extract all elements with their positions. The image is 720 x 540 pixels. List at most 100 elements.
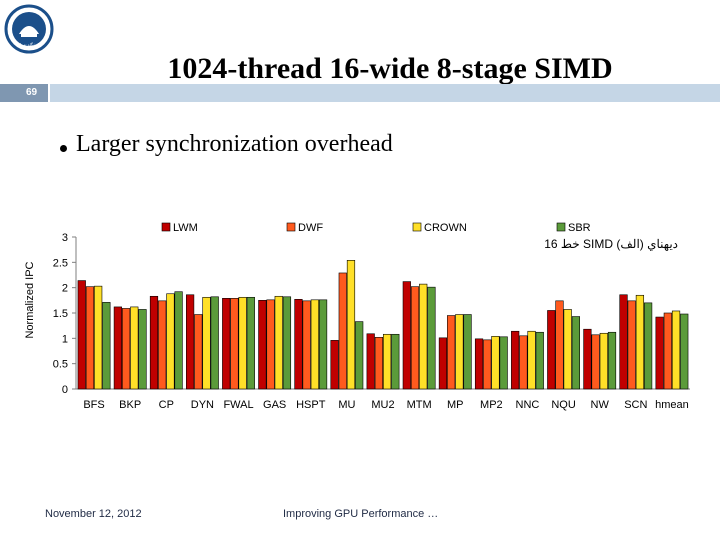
x-tick-label: NW [591,399,610,411]
bar-dwf-mp [447,315,456,390]
footer-date: November 12, 2012 [45,508,142,520]
bar-crown-bfs [94,285,103,390]
plot-axes: 0 0.5 1 1.5 2 2.5 3 BFS BKP CP DYN FWAL GAS HSPT MU MU2… [53,232,690,411]
bar-sbr-mu [355,321,364,390]
slide-number: 69 [26,87,38,98]
bar-lwm-scn [619,294,628,390]
x-tick-label: NNC [516,399,540,411]
legend-swatch-crown [412,222,422,232]
x-tick-label: MP [447,399,464,411]
bar-crown-fwal [238,296,247,390]
x-tick-label: MP2 [480,399,503,411]
x-tick-label: SCN [624,399,647,411]
slide-title: 1024-thread 16-wide 8-stage SIMD [167,52,613,85]
plot-bars [77,260,689,390]
bar-sbr-hspt [318,299,328,390]
bar-dwf-mtm [410,286,420,390]
x-tick-label: MU2 [371,399,394,411]
bar-dwf-bfs [85,286,95,390]
bar-dwf-nw [591,334,600,390]
bar-dwf-fwal [230,298,239,390]
bar-sbr-hmean [680,313,689,390]
bar-crown-mu [346,260,356,390]
bar-dwf-dyn [194,314,203,390]
bar-dwf-bkp [121,308,131,390]
chart-annotation: خط 16 SIMD ديهناي (الف) [544,237,678,251]
bar-sbr-cp [174,291,183,390]
bar-crown-nw [599,332,608,390]
x-tick-label: MTM [407,399,432,411]
legend-swatch-lwm [161,222,171,232]
bar-lwm-nw [583,328,592,390]
bar-dwf-scn [627,300,636,390]
bar-sbr-nnc [535,331,544,390]
slide-number-box [0,84,48,102]
bar-dwf-hspt [302,300,311,390]
bar-lwm-mu2 [366,333,375,390]
logo-text: دانشگاه تهران [17,42,41,47]
bar-crown-mp [455,314,464,390]
bar-sbr-bfs [102,302,111,390]
bar-dwf-gas [266,299,275,390]
bar-crown-mtm [419,283,428,390]
x-tick-label: CP [159,399,174,411]
y-tick-label: 0.5 [53,359,68,371]
legend-swatch-dwf [286,222,296,232]
bar-sbr-bkp [138,309,147,390]
bar-crown-scn [635,294,645,390]
bar-lwm-bkp [113,306,122,390]
bar-lwm-mu [330,340,339,390]
bar-lwm-dyn [186,294,195,390]
bar-sbr-fwal [246,296,255,390]
bar-crown-mp2 [491,336,500,390]
bar-lwm-fwal [222,298,231,390]
bar-lwm-hspt [294,299,303,390]
bar-dwf-cp [158,300,167,390]
plot-legend: LWM DWF CROWN SBR [161,222,591,234]
bar-crown-dyn [202,296,211,390]
x-tick-label: DYN [191,399,214,411]
bar-dwf-nqu [555,300,564,390]
y-tick-label: 1.5 [53,308,68,320]
x-tick-label: GAS [263,399,286,411]
legend-swatch-sbr [556,222,566,232]
bar-dwf-mu2 [374,337,384,390]
y-tick-label: 1 [62,333,68,345]
bar-sbr-mp [463,314,472,390]
x-tick-label: NQU [551,399,576,411]
legend-label-dwf: DWF [298,222,323,234]
bar-lwm-nnc [511,330,520,390]
bullet-text: Larger synchronization overhead [76,131,393,157]
x-tick-label: MU [338,399,355,411]
bar-dwf-nnc [519,335,528,390]
bar-sbr-nqu [571,316,580,390]
x-tick-label: BKP [119,399,141,411]
bar-dwf-mu [338,272,347,390]
legend-label-sbr: SBR [568,222,591,234]
bar-lwm-mtm [402,281,411,390]
bar-sbr-dyn [210,296,219,390]
footer-title: Improving GPU Performance … [283,508,439,520]
y-tick-label: 0 [62,384,68,396]
bar-lwm-mp [438,337,448,390]
legend-label-crown: CROWN [424,222,467,234]
bar-lwm-gas [258,300,267,390]
bar-crown-hmean [671,310,681,390]
bar-lwm-cp [149,295,159,390]
bar-dwf-hmean [663,312,672,390]
bar-sbr-mtm [427,286,436,390]
bar-crown-nqu [563,309,572,390]
y-tick-label: 2.5 [53,257,68,269]
bar-lwm-mp2 [474,338,484,390]
bullet-marker [60,145,67,152]
bar-crown-cp [166,293,175,390]
bar-dwf-mp2 [483,339,492,390]
bar-crown-mu2 [382,333,392,390]
header-band [50,84,720,102]
bar-crown-hspt [310,299,319,390]
bar-sbr-scn [644,302,653,390]
bar-lwm-hmean [655,316,664,390]
ipc-bar-chart: 0 0.5 1 1.5 2 2.5 3 BFS BKP CP DYN FWAL GAS HSPT MU MU2… [24,222,690,411]
university-logo: دانشگاه تهران [4,4,54,54]
x-tick-label: hmean [655,399,689,411]
